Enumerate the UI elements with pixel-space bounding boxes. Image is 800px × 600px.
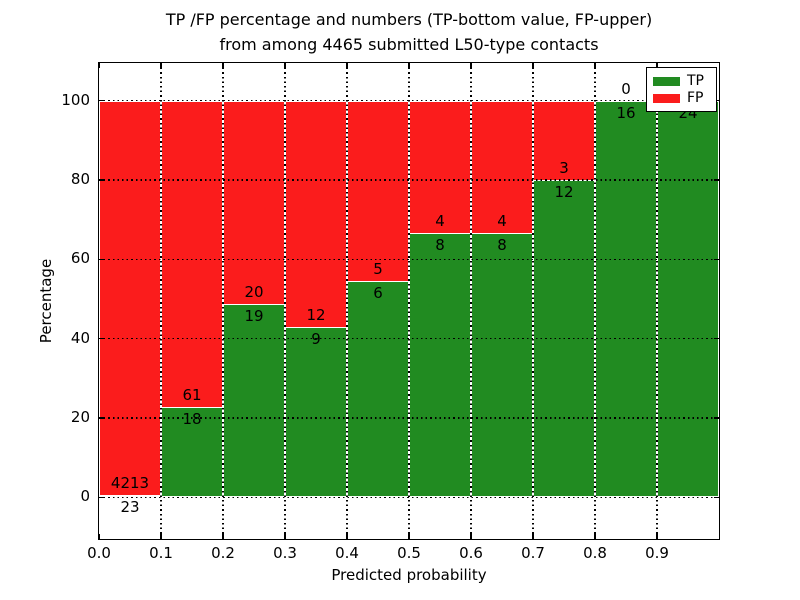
x-tick-label: 0.4	[335, 544, 359, 562]
stacked-bar-0.6	[471, 100, 533, 498]
x-tick-label: 0.9	[645, 544, 669, 562]
fp-count-label: 20	[244, 283, 264, 302]
tp-segment	[471, 232, 533, 498]
x-tick-label: 0.1	[149, 544, 173, 562]
stacked-bar-0.5	[409, 100, 471, 498]
x-tick-label: 0.3	[273, 544, 297, 562]
chart-title: TP /FP percentage and numbers (TP-bottom…	[99, 7, 719, 57]
legend-label-tp: TP	[687, 73, 704, 89]
y-tick-label: 40	[70, 328, 90, 347]
x-tick-label: 0.5	[397, 544, 421, 562]
fp-count-label: 3	[559, 159, 569, 178]
x-tick-label: 0.0	[87, 544, 111, 562]
bar-labels-layer: 42132361182019129564848312016024	[99, 63, 719, 539]
fp-count-label: 12	[306, 306, 326, 325]
x-tick-label: 0.8	[583, 544, 607, 562]
legend: TP FP	[646, 67, 717, 112]
fp-count-label: 4	[497, 211, 507, 230]
x-tick-label: 0.7	[521, 544, 545, 562]
fp-count-label: 61	[182, 385, 202, 404]
tp-count-label: 19	[244, 307, 264, 326]
x-tick-label: 0.6	[459, 544, 483, 562]
tp-count-label: 12	[554, 183, 574, 202]
tp-count-label: 8	[435, 235, 445, 254]
tp-count-label: 8	[497, 235, 507, 254]
chart-title-line1: TP /FP percentage and numbers (TP-bottom…	[165, 10, 653, 29]
x-tick-label: 0.2	[211, 544, 235, 562]
y-tick-label: 80	[70, 170, 90, 189]
y-tick-label: 0	[80, 487, 90, 506]
fp-count-label: 4213	[110, 474, 150, 493]
legend-item-tp: TP	[653, 74, 710, 88]
fp-segment	[347, 100, 409, 281]
fp-count-label: 5	[373, 259, 383, 278]
fp-segment	[99, 100, 161, 496]
legend-item-fp: FP	[653, 91, 710, 105]
y-tick-label: 20	[70, 408, 90, 427]
chart-title-line2: from among 4465 submitted L50-type conta…	[219, 35, 599, 54]
fp-count-label: 4	[435, 211, 445, 230]
fp-count-label: 0	[621, 79, 631, 98]
fp-segment	[161, 100, 223, 407]
y-tick-label: 60	[70, 249, 90, 268]
fp-legend-swatch-icon	[653, 93, 680, 103]
tp-count-label: 6	[373, 283, 383, 302]
plot-area: 42132361182019129564848312016024 TP FP	[98, 62, 720, 540]
tp-legend-swatch-icon	[653, 76, 680, 86]
x-axis-label: Predicted probability	[331, 566, 487, 584]
legend-label-fp: FP	[687, 90, 704, 106]
tp-count-label: 18	[182, 409, 202, 428]
tp-count-label: 16	[616, 103, 636, 122]
tp-count-label: 9	[311, 330, 321, 349]
tp-count-label: 23	[120, 498, 140, 517]
y-tick-label: 100	[61, 90, 90, 109]
